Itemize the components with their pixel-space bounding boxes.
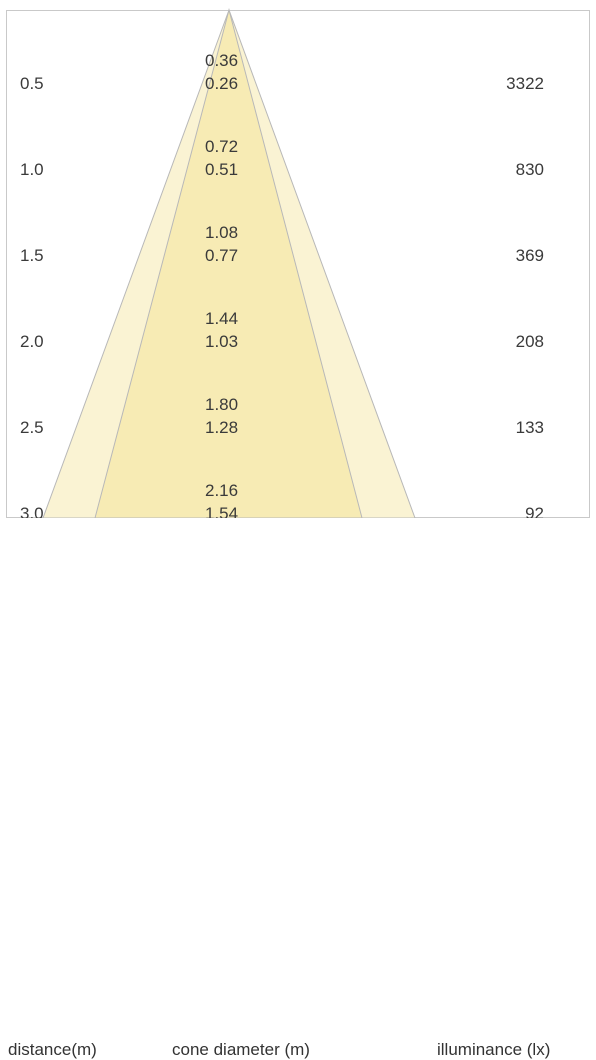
- footer-bar: distance(m) cone diameter (m) illuminanc…: [0, 518, 596, 1059]
- illuminance-column-label: illuminance (lx): [437, 1040, 551, 1059]
- illuminance-value: 208: [515, 332, 544, 351]
- inner-diameter-value: 0.26: [205, 74, 239, 93]
- outer-diameter-value: 2.16: [205, 481, 239, 500]
- outer-diameter-value: 1.08: [205, 223, 239, 242]
- illuminance-value: 369: [515, 246, 544, 265]
- illuminance-value: 3322: [506, 74, 544, 93]
- inner-diameter-value: 1.03: [205, 332, 239, 351]
- inner-diameter-value: 1.28: [205, 418, 239, 437]
- cone-diameter-column-label: cone diameter (m): [172, 1040, 310, 1059]
- outer-diameter-value: 1.80: [205, 395, 239, 414]
- distance-value: 2.0: [20, 332, 44, 351]
- distance-value: 1.5: [20, 246, 44, 265]
- distance-value: 1.0: [20, 160, 44, 179]
- inner-diameter-value: 0.51: [205, 160, 239, 179]
- illuminance-value: 133: [515, 418, 544, 437]
- outer-diameter-value: 0.36: [205, 51, 239, 70]
- distance-value: 2.5: [20, 418, 44, 437]
- outer-diameter-value: 0.72: [205, 137, 239, 156]
- inner-diameter-value: 0.77: [205, 246, 239, 265]
- distance-column-label: distance(m): [8, 1040, 97, 1059]
- illuminance-value: 830: [515, 160, 544, 179]
- outer-diameter-value: 1.44: [205, 309, 239, 328]
- distance-value: 0.5: [20, 74, 44, 93]
